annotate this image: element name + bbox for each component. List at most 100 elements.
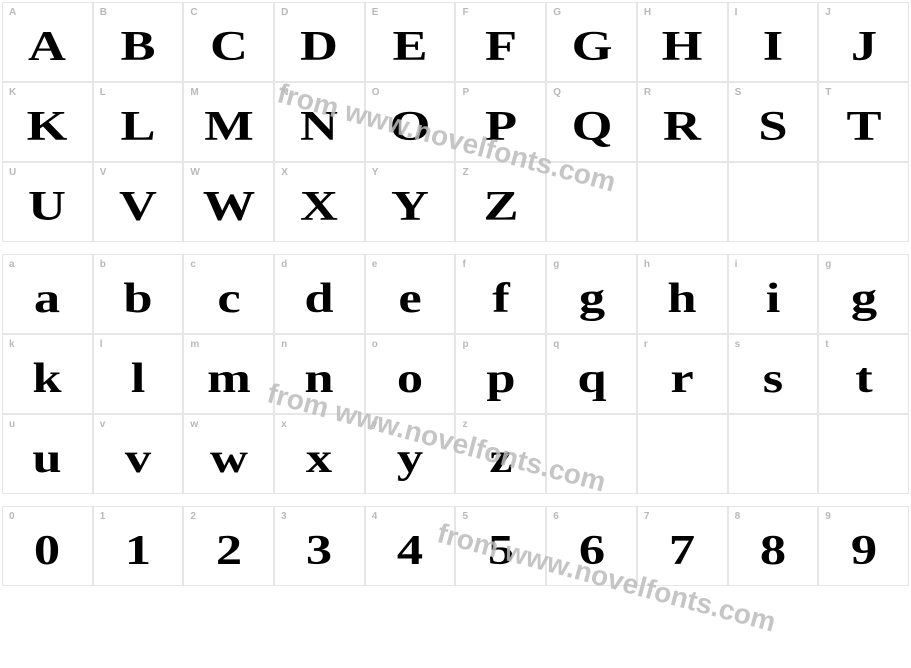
key-label: N xyxy=(281,87,288,98)
key-label: l xyxy=(100,339,103,350)
glyph-cell: dd xyxy=(274,254,365,334)
key-label: k xyxy=(9,339,15,350)
key-label: W xyxy=(190,167,199,178)
glyph: f xyxy=(492,278,510,320)
glyph: G xyxy=(571,26,612,68)
key-label: g xyxy=(553,259,559,270)
key-label: v xyxy=(100,419,106,430)
glyph: a xyxy=(34,278,60,320)
glyph-cell: EE xyxy=(365,2,456,82)
glyph: 2 xyxy=(216,530,242,572)
glyph-cell: LL xyxy=(93,82,184,162)
key-label: Z xyxy=(462,167,468,178)
section-uppercase: AA BB CC DD EE FF GG HH II JJ KK LL MM N… xyxy=(2,2,909,242)
glyph-cell: GG xyxy=(546,2,637,82)
glyph: H xyxy=(662,26,703,68)
glyph-cell: uu xyxy=(2,414,93,494)
glyph-cell: hh xyxy=(637,254,728,334)
key-label: f xyxy=(462,259,465,270)
glyph-cell: rr xyxy=(637,334,728,414)
glyph: P xyxy=(485,106,517,148)
key-label: V xyxy=(100,167,107,178)
glyph: C xyxy=(210,26,248,68)
glyph-cell-empty xyxy=(728,414,819,494)
key-label: 0 xyxy=(9,511,15,522)
glyph-cell-empty xyxy=(818,162,909,242)
key-label: g xyxy=(825,259,831,270)
key-label: Y xyxy=(372,167,379,178)
glyph-cell: bb xyxy=(93,254,184,334)
key-label: t xyxy=(825,339,828,350)
glyph-cell: QQ xyxy=(546,82,637,162)
glyph-cell-empty xyxy=(546,162,637,242)
key-label: w xyxy=(190,419,198,430)
glyph-cell: gg xyxy=(546,254,637,334)
glyph-cell: 66 xyxy=(546,506,637,586)
key-label: B xyxy=(100,7,107,18)
key-label: o xyxy=(372,339,378,350)
key-label: H xyxy=(644,7,651,18)
glyph: b xyxy=(123,278,152,320)
glyph-cell: RR xyxy=(637,82,728,162)
glyph-cell: WW xyxy=(183,162,274,242)
glyph-cell: JJ xyxy=(818,2,909,82)
glyph: S xyxy=(758,106,787,148)
glyph: R xyxy=(663,106,701,148)
glyph-cell: AA xyxy=(2,2,93,82)
key-label: 1 xyxy=(100,511,106,522)
key-label: 2 xyxy=(190,511,196,522)
glyph-cell: UU xyxy=(2,162,93,242)
glyph: p xyxy=(486,358,515,400)
glyph-cell: 11 xyxy=(93,506,184,586)
key-label: S xyxy=(735,87,742,98)
glyph-cell: OO xyxy=(365,82,456,162)
key-label: 3 xyxy=(281,511,287,522)
glyph-cell: CC xyxy=(183,2,274,82)
key-label: 8 xyxy=(735,511,741,522)
key-label: I xyxy=(735,7,738,18)
glyph-cell: tt xyxy=(818,334,909,414)
glyph-cell: PP xyxy=(455,82,546,162)
glyph-cell: mm xyxy=(183,334,274,414)
glyph: e xyxy=(398,278,421,320)
glyph: E xyxy=(393,26,428,68)
glyph-cell: 22 xyxy=(183,506,274,586)
glyph: 5 xyxy=(488,530,514,572)
glyph: h xyxy=(668,278,697,320)
key-label: K xyxy=(9,87,16,98)
glyph-cell: VV xyxy=(93,162,184,242)
glyph-cell: YY xyxy=(365,162,456,242)
glyph-cell: ZZ xyxy=(455,162,546,242)
glyph: q xyxy=(577,358,606,400)
key-label: u xyxy=(9,419,15,430)
key-label: G xyxy=(553,7,561,18)
glyph: t xyxy=(855,358,873,400)
section-digits: 00 11 22 33 44 55 66 77 88 99 xyxy=(2,506,909,586)
glyph: O xyxy=(390,106,431,148)
glyph-cell: 77 xyxy=(637,506,728,586)
glyph-cell: yy xyxy=(365,414,456,494)
glyph: x xyxy=(306,438,332,480)
key-label: 7 xyxy=(644,511,650,522)
glyph: i xyxy=(766,278,781,320)
glyph: c xyxy=(217,278,240,320)
glyph-cell: 00 xyxy=(2,506,93,586)
key-label: d xyxy=(281,259,287,270)
glyph: M xyxy=(204,106,254,148)
glyph-cell: zz xyxy=(455,414,546,494)
glyph-cell: vv xyxy=(93,414,184,494)
glyph-cell: aa xyxy=(2,254,93,334)
glyph-cell-empty xyxy=(818,414,909,494)
key-label: c xyxy=(190,259,196,270)
glyph: g xyxy=(578,278,604,320)
glyph-cell: 88 xyxy=(728,506,819,586)
glyph: 0 xyxy=(34,530,60,572)
glyph: 3 xyxy=(306,530,332,572)
glyph-cell-empty xyxy=(546,414,637,494)
glyph: z xyxy=(489,438,512,480)
glyph-cell: BB xyxy=(93,2,184,82)
glyph: V xyxy=(119,186,157,228)
key-label: C xyxy=(190,7,197,18)
glyph: v xyxy=(125,438,151,480)
section-lowercase: aa bb cc dd ee ff gg hh ii gg kk ll mm n… xyxy=(2,254,909,494)
